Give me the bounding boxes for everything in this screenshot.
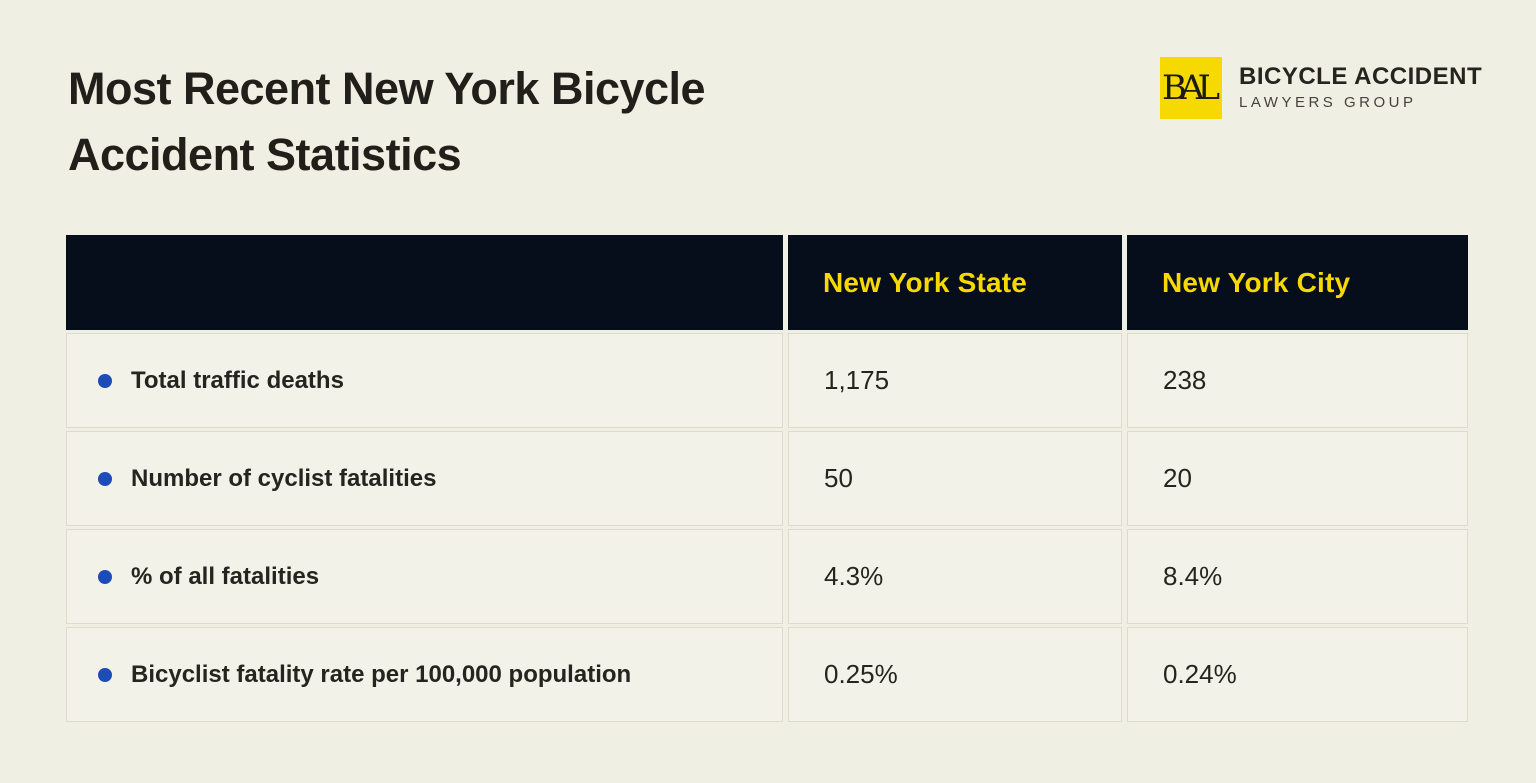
bullet-icon (98, 569, 112, 584)
row-label: Number of cyclist fatalities (131, 464, 437, 492)
page-title: Most Recent New York Bicycle Accident St… (68, 56, 828, 188)
brand-logo: BAL Bicycle Accident Lawyers Group (1160, 57, 1482, 119)
logo-text-block: Bicycle Accident Lawyers Group (1239, 63, 1482, 113)
table-row-label-cell: Total traffic deaths (66, 333, 783, 428)
bullet-icon (98, 667, 112, 682)
table-value-cell: 4.3% (788, 529, 1122, 624)
header-cell-new-york-state: New York State (788, 235, 1122, 330)
table-value-cell: 20 (1127, 431, 1468, 526)
table-value-cell: 50 (788, 431, 1122, 526)
row-label: Total traffic deaths (131, 366, 344, 394)
table-value-cell: 1,175 (788, 333, 1122, 428)
page-title-line1: Most Recent New York Bicycle (68, 63, 706, 114)
logo-name: Bicycle Accident (1239, 63, 1483, 90)
header-cell-empty (66, 235, 783, 330)
table-row-label-cell: % of all fatalities (66, 529, 783, 624)
value-new-york-state: 50 (824, 463, 853, 493)
value-new-york-state: 1,175 (824, 365, 890, 395)
value-new-york-city: 20 (1163, 463, 1192, 493)
statistics-table: New York State New York City Total traff… (66, 235, 1469, 722)
header-cell-new-york-city: New York City (1127, 235, 1468, 330)
row-label: % of all fatalities (131, 562, 320, 590)
table-value-cell: 0.24% (1127, 627, 1468, 722)
value-new-york-state: 4.3% (824, 561, 884, 591)
row-label: Bicyclist fatality rate per 100,000 popu… (131, 660, 632, 688)
value-new-york-city: 238 (1163, 365, 1207, 395)
table-row-label-cell: Number of cyclist fatalities (66, 431, 783, 526)
value-new-york-state: 0.25% (824, 659, 898, 689)
logo-monogram-letters: BAL (1161, 68, 1220, 108)
table-value-cell: 8.4% (1127, 529, 1468, 624)
header-label-new-york-city: New York City (1162, 266, 1351, 298)
page-title-line2: Accident Statistics (68, 129, 462, 180)
value-new-york-city: 0.24% (1163, 659, 1237, 689)
table-row-label-cell: Bicyclist fatality rate per 100,000 popu… (66, 627, 783, 722)
table-value-cell: 0.25% (788, 627, 1122, 722)
table-value-cell: 238 (1127, 333, 1468, 428)
bullet-icon (98, 373, 112, 388)
value-new-york-city: 8.4% (1163, 561, 1223, 591)
logo-monogram-icon: BAL (1160, 57, 1222, 119)
header-label-new-york-state: New York State (823, 266, 1028, 298)
bullet-icon (98, 471, 112, 486)
logo-subtitle: Lawyers Group (1239, 94, 1417, 111)
